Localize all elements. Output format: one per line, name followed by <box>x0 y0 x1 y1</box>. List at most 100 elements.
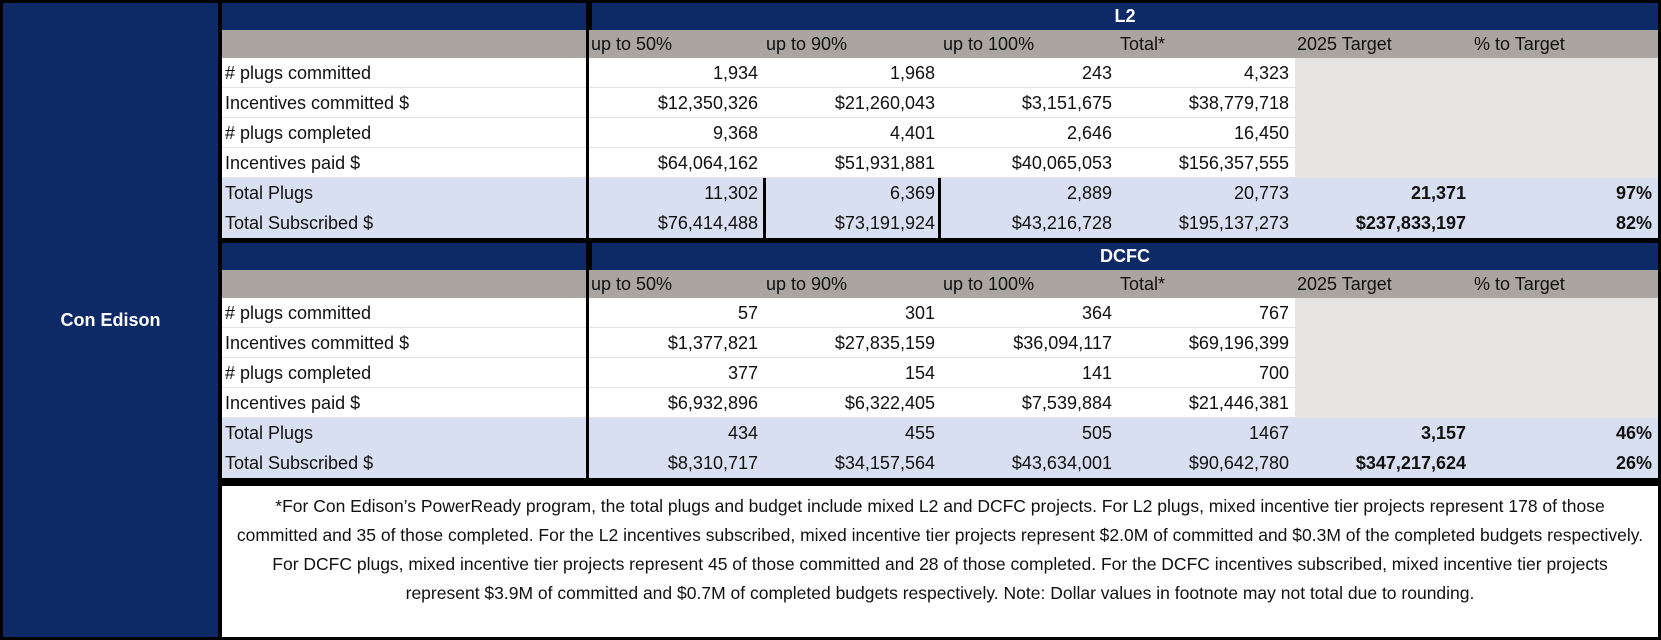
total-row: Total Plugs 11,302 6,369 2,889 20,773 21… <box>222 178 1658 208</box>
table-cell: 9,368 <box>589 118 764 148</box>
table-cell: 455 <box>764 418 941 448</box>
table-cell: $90,642,780 <box>1118 448 1295 478</box>
entity-panel: Con Edison <box>3 3 218 637</box>
entity-name: Con Edison <box>60 310 161 330</box>
target-blank-cell <box>1472 298 1658 328</box>
target-value: $237,833,197 <box>1295 208 1472 238</box>
table-cell: 154 <box>764 358 941 388</box>
table-cell: 505 <box>941 418 1118 448</box>
table-cell: 767 <box>1118 298 1295 328</box>
target-blank-cell <box>1472 88 1658 118</box>
table-cell: $21,446,381 <box>1118 388 1295 418</box>
dcfc-header-up-to-50: up to 50% <box>591 274 673 294</box>
l2-header-up-to-50: up to 50% <box>591 34 673 54</box>
pct-to-target: 26% <box>1472 448 1658 478</box>
table-row: # plugs completed 377 154 141 700 <box>222 358 1658 388</box>
table-cell: 6,369 <box>764 178 941 208</box>
table-cell: $21,260,043 <box>764 88 941 118</box>
target-blank-cell <box>1295 328 1472 358</box>
table-row: # plugs committed 1,934 1,968 243 4,323 <box>222 58 1658 88</box>
table-cell: $43,634,001 <box>941 448 1118 478</box>
row-label: # plugs committed <box>222 58 589 88</box>
row-label: Incentives committed $ <box>222 88 589 118</box>
table-cell: $156,357,555 <box>1118 148 1295 178</box>
target-blank-cell <box>1295 358 1472 388</box>
target-blank-cell <box>1295 58 1472 88</box>
total-row: Total Plugs 434 455 505 1467 3,157 46% <box>222 418 1658 448</box>
table-row: Incentives committed $ $12,350,326 $21,2… <box>222 88 1658 118</box>
table-cell: 364 <box>941 298 1118 328</box>
target-blank-cell <box>1472 148 1658 178</box>
table-cell: 4,401 <box>764 118 941 148</box>
table-cell: $6,932,896 <box>589 388 764 418</box>
target-blank-cell <box>1295 88 1472 118</box>
row-label: Total Subscribed $ <box>222 448 589 478</box>
pct-to-target: 46% <box>1472 418 1658 448</box>
target-blank-cell <box>1472 328 1658 358</box>
l2-header-total: Total* <box>1120 34 1166 54</box>
table-cell: $40,065,053 <box>941 148 1118 178</box>
table-cell: 2,889 <box>941 178 1118 208</box>
dcfc-section-title: DCFC <box>589 243 1658 270</box>
dcfc-header-row: up to 50% up to 90% up to 100% Total* 20… <box>222 270 1658 298</box>
table-cell: 243 <box>941 58 1118 88</box>
dcfc-section-title-bar: DCFC <box>222 243 1658 270</box>
row-label: Incentives paid $ <box>222 148 589 178</box>
target-blank-cell <box>1295 388 1472 418</box>
dcfc-header-2025-target: 2025 Target <box>1297 274 1392 294</box>
total-row: Total Subscribed $ $8,310,717 $34,157,56… <box>222 448 1658 478</box>
table-row: # plugs committed 57 301 364 767 <box>222 298 1658 328</box>
table-cell: 1467 <box>1118 418 1295 448</box>
section-divider <box>222 478 1658 486</box>
target-value: 21,371 <box>1295 178 1472 208</box>
target-blank-cell <box>1295 298 1472 328</box>
l2-header-2025-target: 2025 Target <box>1297 34 1392 54</box>
target-blank-cell <box>1295 148 1472 178</box>
table-cell: $36,094,117 <box>941 328 1118 358</box>
l2-header-pct-to-target: % to Target <box>1474 34 1565 54</box>
l2-section-title: L2 <box>589 3 1658 30</box>
table-cell: $34,157,564 <box>764 448 941 478</box>
table-row: Incentives paid $ $6,932,896 $6,322,405 … <box>222 388 1658 418</box>
table-cell: $6,322,405 <box>764 388 941 418</box>
target-value: 3,157 <box>1295 418 1472 448</box>
dcfc-header-up-to-90: up to 90% <box>766 274 848 294</box>
table-cell: 434 <box>589 418 764 448</box>
column-divider <box>586 3 589 486</box>
l2-header-up-to-90: up to 90% <box>766 34 848 54</box>
l2-header-row: up to 50% up to 90% up to 100% Total* 20… <box>222 30 1658 58</box>
column-divider <box>763 178 766 238</box>
pct-to-target: 82% <box>1472 208 1658 238</box>
table-row: Incentives paid $ $64,064,162 $51,931,88… <box>222 148 1658 178</box>
table-row: # plugs completed 9,368 4,401 2,646 16,4… <box>222 118 1658 148</box>
row-label: # plugs completed <box>222 118 589 148</box>
column-divider <box>938 178 941 238</box>
table-cell: $76,414,488 <box>589 208 764 238</box>
dcfc-header-pct-to-target: % to Target <box>1474 274 1565 294</box>
row-label: Total Plugs <box>222 418 589 448</box>
target-blank-cell <box>1472 118 1658 148</box>
table-cell: $43,216,728 <box>941 208 1118 238</box>
row-label: Total Plugs <box>222 178 589 208</box>
table-cell: 1,934 <box>589 58 764 88</box>
footnote: *For Con Edison’s PowerReady program, th… <box>222 486 1658 637</box>
target-value: $347,217,624 <box>1295 448 1472 478</box>
table-cell: $8,310,717 <box>589 448 764 478</box>
section-divider <box>222 238 1658 243</box>
table-cell: $3,151,675 <box>941 88 1118 118</box>
row-label: Total Subscribed $ <box>222 208 589 238</box>
table-cell: $38,779,718 <box>1118 88 1295 118</box>
table-cell: $7,539,884 <box>941 388 1118 418</box>
row-label: # plugs completed <box>222 358 589 388</box>
table-cell: $69,196,399 <box>1118 328 1295 358</box>
target-blank-cell <box>1472 58 1658 88</box>
table-row: Incentives committed $ $1,377,821 $27,83… <box>222 328 1658 358</box>
table-cell: $27,835,159 <box>764 328 941 358</box>
table-cell: 141 <box>941 358 1118 388</box>
table-cell: $73,191,924 <box>764 208 941 238</box>
target-blank-cell <box>1295 118 1472 148</box>
l2-header-up-to-100: up to 100% <box>943 34 1035 54</box>
dcfc-header-up-to-100: up to 100% <box>943 274 1035 294</box>
table-cell: $12,350,326 <box>589 88 764 118</box>
